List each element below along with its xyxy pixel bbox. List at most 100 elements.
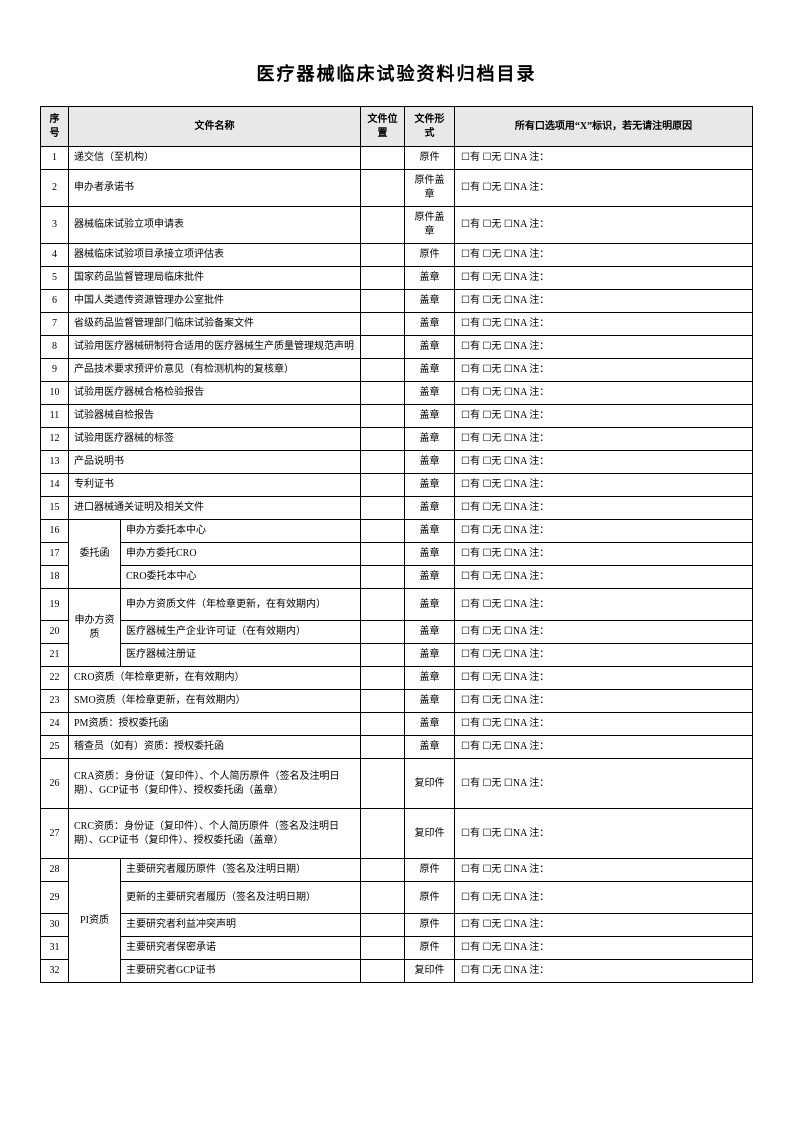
cell-opt: ☐有 ☐无 ☐NA 注：	[455, 451, 753, 474]
table-row: 30 主要研究者利益冲突声明 原件☐有 ☐无 ☐NA 注：	[41, 914, 753, 937]
cell-name: 医疗器械生产企业许可证（在有效期内）	[121, 621, 361, 644]
cell-name: CRA资质：身份证（复印件）、个人简历原件（签名及注明日期）、GCP证书（复印件…	[69, 759, 361, 809]
cell-name: 试验用医疗器械研制符合适用的医疗器械生产质量管理规范声明	[69, 336, 361, 359]
cell-seq: 24	[41, 713, 69, 736]
table-row: 1递交信（至机构）原件☐有 ☐无 ☐NA 注：	[41, 147, 753, 170]
cell-form: 原件	[405, 147, 455, 170]
cell-form: 复印件	[405, 809, 455, 859]
cell-loc	[361, 382, 405, 405]
cell-form: 原件	[405, 882, 455, 914]
cell-form: 盖章	[405, 713, 455, 736]
cell-opt: ☐有 ☐无 ☐NA 注：	[455, 937, 753, 960]
cell-form: 盖章	[405, 497, 455, 520]
cell-seq: 13	[41, 451, 69, 474]
cell-seq: 30	[41, 914, 69, 937]
cell-opt: ☐有 ☐无 ☐NA 注：	[455, 589, 753, 621]
cell-opt: ☐有 ☐无 ☐NA 注：	[455, 914, 753, 937]
cell-loc	[361, 170, 405, 207]
cell-form: 原件	[405, 244, 455, 267]
cell-form: 盖章	[405, 474, 455, 497]
cell-seq: 11	[41, 405, 69, 428]
cell-name: CRO委托本中心	[121, 566, 361, 589]
cell-opt: ☐有 ☐无 ☐NA 注：	[455, 244, 753, 267]
table-header-row: 序号 文件名称 文件位置 文件形式 所有口选项用“X”标识，若无请注明原因	[41, 107, 753, 147]
cell-opt: ☐有 ☐无 ☐NA 注：	[455, 759, 753, 809]
cell-opt: ☐有 ☐无 ☐NA 注：	[455, 147, 753, 170]
table-row: 4器械临床试验项目承接立项评估表原件☐有 ☐无 ☐NA 注：	[41, 244, 753, 267]
header-seq: 序号	[41, 107, 69, 147]
cell-loc	[361, 267, 405, 290]
cell-form: 原件盖章	[405, 170, 455, 207]
cell-name: 专利证书	[69, 474, 361, 497]
cell-seq: 9	[41, 359, 69, 382]
table-row: 31主要研究者保密承诺原件☐有 ☐无 ☐NA 注：	[41, 937, 753, 960]
cell-seq: 14	[41, 474, 69, 497]
cell-opt: ☐有 ☐无 ☐NA 注：	[455, 359, 753, 382]
cell-loc	[361, 359, 405, 382]
table-row: 8试验用医疗器械研制符合适用的医疗器械生产质量管理规范声明盖章☐有 ☐无 ☐NA…	[41, 336, 753, 359]
cell-seq: 4	[41, 244, 69, 267]
cell-seq: 25	[41, 736, 69, 759]
cell-form: 盖章	[405, 543, 455, 566]
table-row: 10试验用医疗器械合格检验报告盖章☐有 ☐无 ☐NA 注：	[41, 382, 753, 405]
cell-loc	[361, 914, 405, 937]
table-row: 3器械临床试验立项申请表原件盖章☐有 ☐无 ☐NA 注：	[41, 207, 753, 244]
cell-loc	[361, 336, 405, 359]
cell-form: 盖章	[405, 382, 455, 405]
cell-opt: ☐有 ☐无 ☐NA 注：	[455, 313, 753, 336]
cell-form: 盖章	[405, 428, 455, 451]
cell-name: CRO资质（年检章更新，在有效期内）	[69, 667, 361, 690]
cell-seq: 16	[41, 520, 69, 543]
cell-seq: 28	[41, 859, 69, 882]
cell-name: 医疗器械注册证	[121, 644, 361, 667]
cell-seq: 21	[41, 644, 69, 667]
cell-seq: 5	[41, 267, 69, 290]
cell-opt: ☐有 ☐无 ☐NA 注：	[455, 336, 753, 359]
table-row: 25稽查员（如有）资质：授权委托函盖章☐有 ☐无 ☐NA 注：	[41, 736, 753, 759]
cell-loc	[361, 690, 405, 713]
cell-opt: ☐有 ☐无 ☐NA 注：	[455, 859, 753, 882]
cell-form: 复印件	[405, 960, 455, 983]
cell-name: 申办方资质文件（年检章更新，在有效期内）	[121, 589, 361, 621]
cell-name: 主要研究者保密承诺	[121, 937, 361, 960]
cell-name: 更新的主要研究者履历（签名及注明日期）	[121, 882, 361, 914]
table-row: 6中国人类遗传资源管理办公室批件盖章☐有 ☐无 ☐NA 注：	[41, 290, 753, 313]
cell-name: 申办方委托本中心	[121, 520, 361, 543]
cell-opt: ☐有 ☐无 ☐NA 注：	[455, 667, 753, 690]
cell-seq: 3	[41, 207, 69, 244]
cell-seq: 15	[41, 497, 69, 520]
cell-loc	[361, 313, 405, 336]
cell-form: 盖章	[405, 290, 455, 313]
cell-loc	[361, 937, 405, 960]
cell-loc	[361, 147, 405, 170]
header-opt: 所有口选项用“X”标识，若无请注明原因	[455, 107, 753, 147]
cell-seq: 23	[41, 690, 69, 713]
cell-opt: ☐有 ☐无 ☐NA 注：	[455, 382, 753, 405]
table-row: 21医疗器械注册证盖章☐有 ☐无 ☐NA 注：	[41, 644, 753, 667]
table-row: 22CRO资质（年检章更新，在有效期内）盖章☐有 ☐无 ☐NA 注：	[41, 667, 753, 690]
cell-form: 盖章	[405, 359, 455, 382]
table-row: 24PM资质：授权委托函盖章☐有 ☐无 ☐NA 注：	[41, 713, 753, 736]
cell-seq: 29	[41, 882, 69, 914]
cell-form: 盖章	[405, 313, 455, 336]
cell-seq: 31	[41, 937, 69, 960]
cell-opt: ☐有 ☐无 ☐NA 注：	[455, 474, 753, 497]
cell-name: 申办方委托CRO	[121, 543, 361, 566]
cell-form: 原件	[405, 914, 455, 937]
cell-loc	[361, 713, 405, 736]
table-row: 27CRC资质：身份证（复印件）、个人简历原件（签名及注明日期）、GCP证书（复…	[41, 809, 753, 859]
cell-loc	[361, 497, 405, 520]
cell-name: 器械临床试验立项申请表	[69, 207, 361, 244]
cell-seq: 27	[41, 809, 69, 859]
cell-seq: 6	[41, 290, 69, 313]
cell-loc	[361, 621, 405, 644]
cell-name: 主要研究者利益冲突声明	[121, 914, 361, 937]
table-row: 7省级药品监督管理部门临床试验备案文件盖章☐有 ☐无 ☐NA 注：	[41, 313, 753, 336]
cell-loc	[361, 451, 405, 474]
cell-loc	[361, 207, 405, 244]
table-row: 26CRA资质：身份证（复印件）、个人简历原件（签名及注明日期）、GCP证书（复…	[41, 759, 753, 809]
table-row: 16委托函申办方委托本中心盖章☐有 ☐无 ☐NA 注：	[41, 520, 753, 543]
cell-loc	[361, 736, 405, 759]
cell-name: 进口器械通关证明及相关文件	[69, 497, 361, 520]
cell-seq: 22	[41, 667, 69, 690]
